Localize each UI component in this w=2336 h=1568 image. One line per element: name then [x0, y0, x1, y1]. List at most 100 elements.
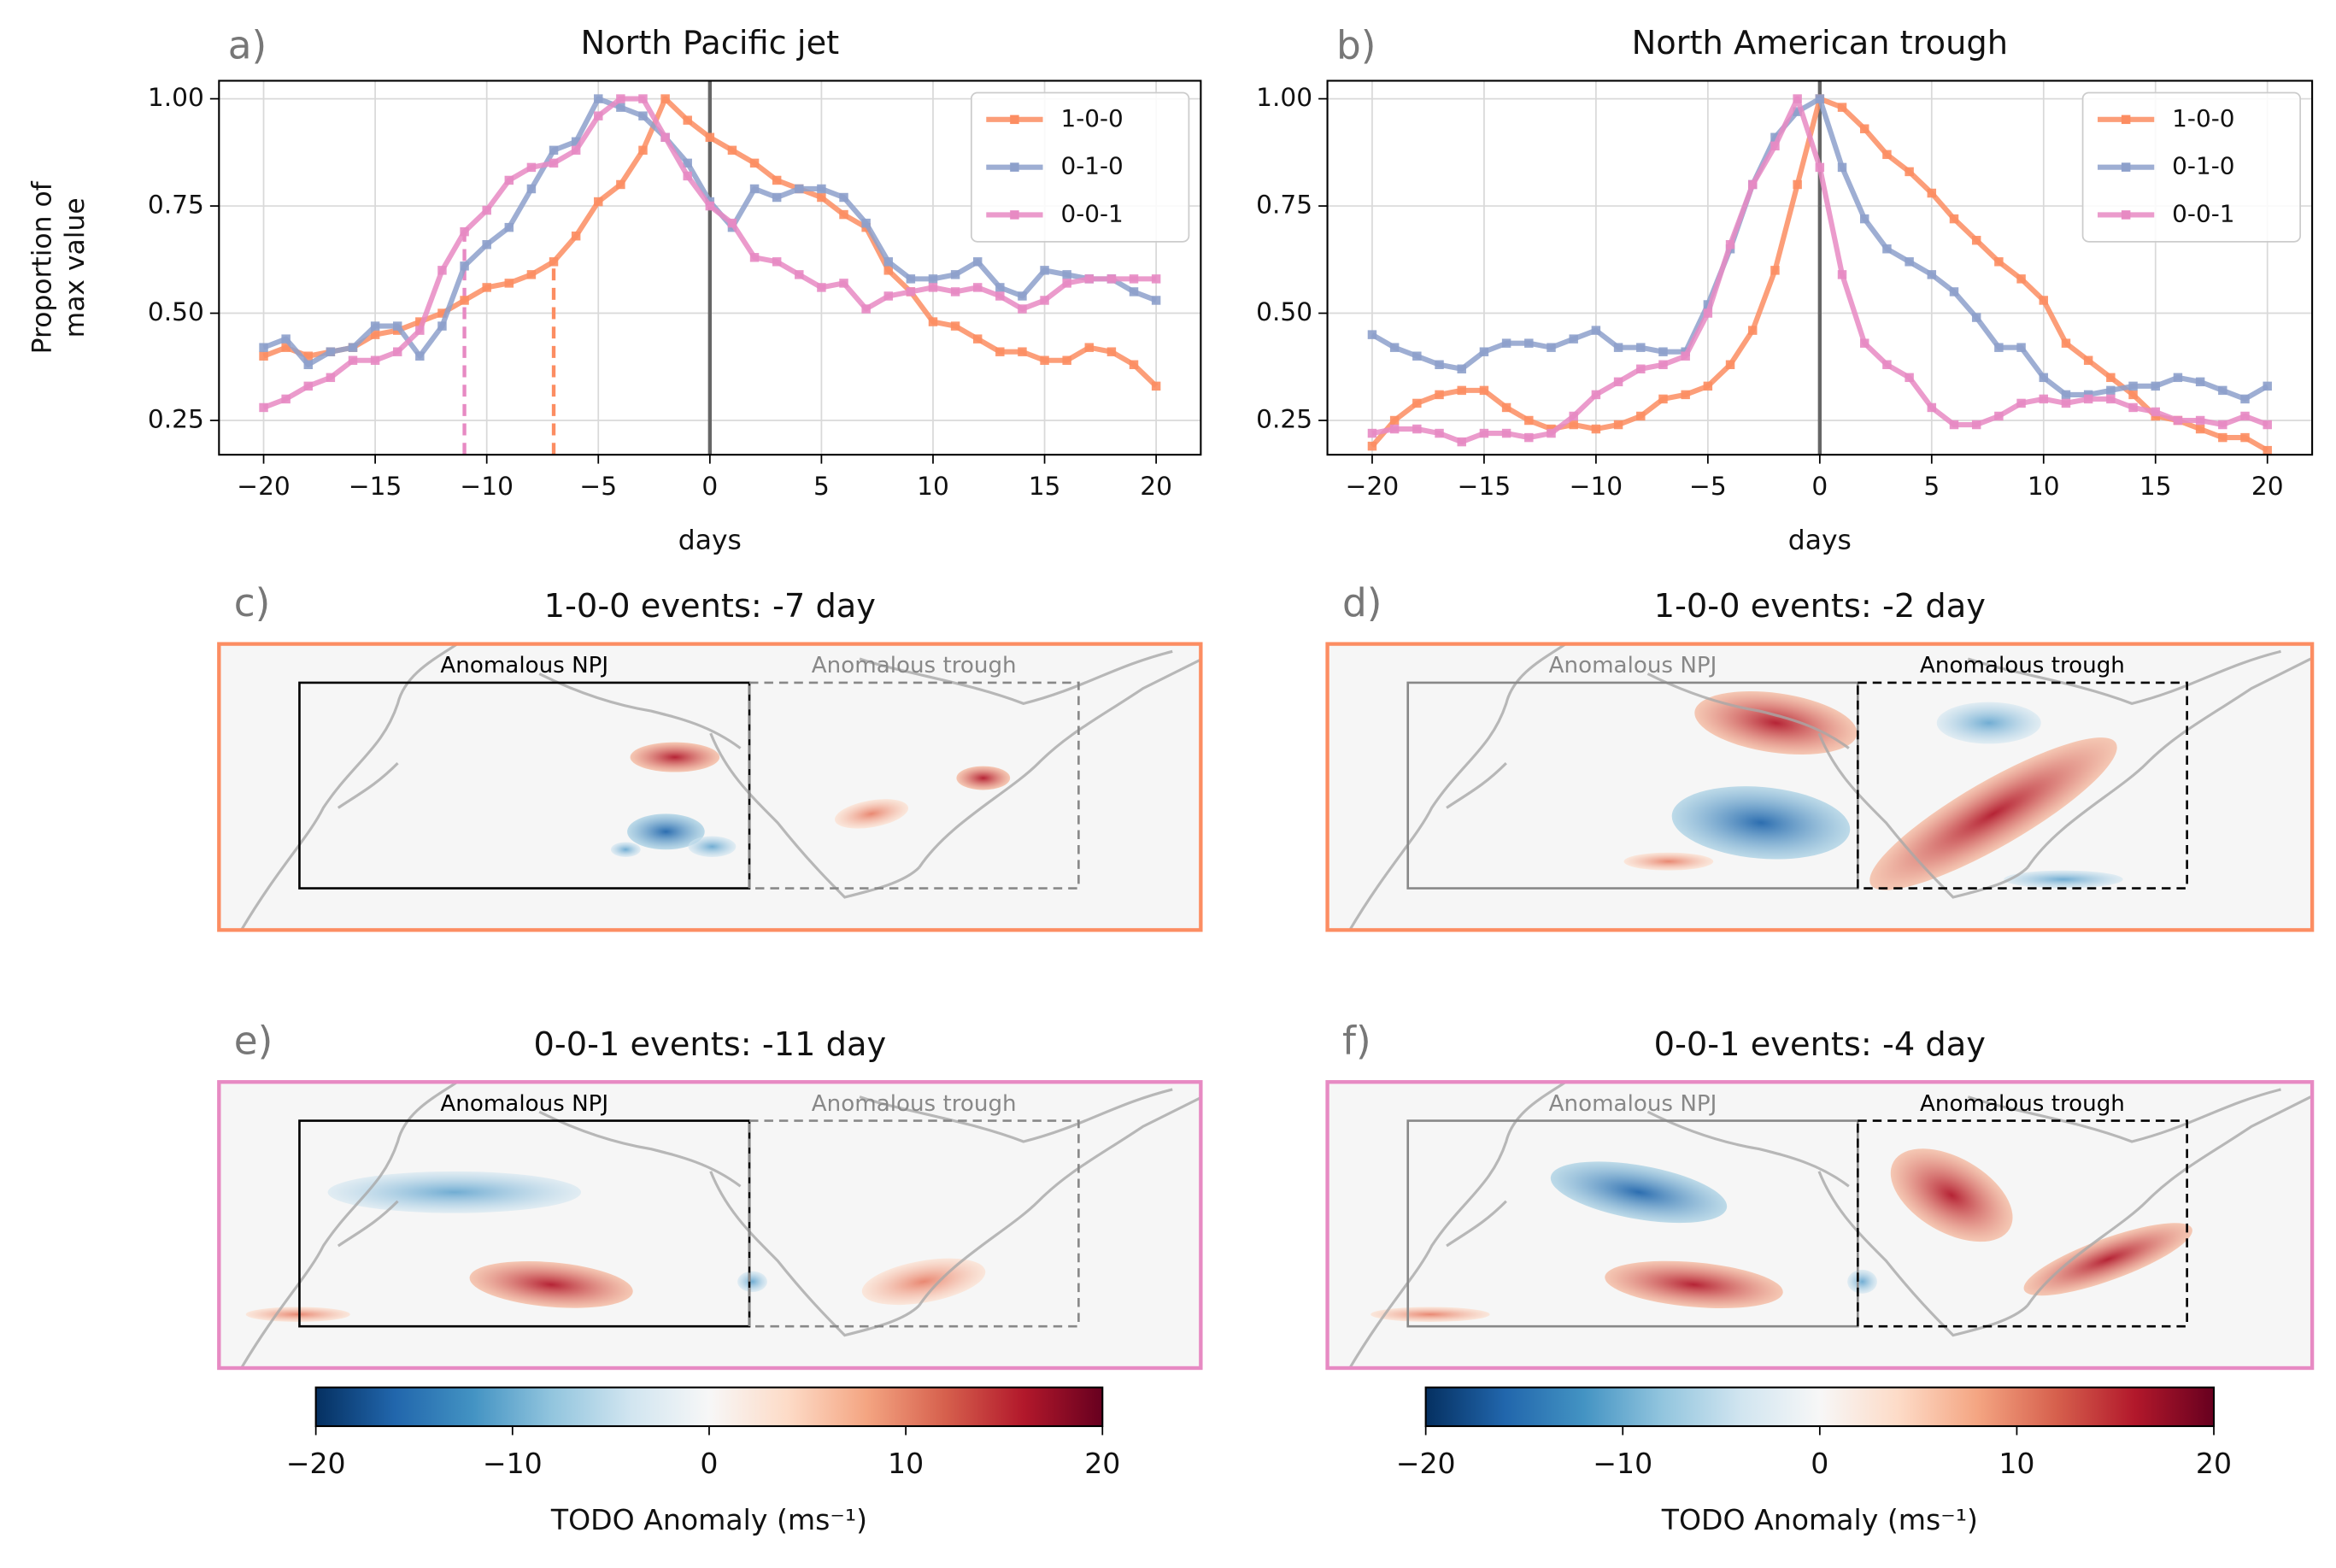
- marker: [1389, 424, 1400, 434]
- marker: [1501, 428, 1511, 438]
- marker: [1367, 330, 1377, 339]
- x-tick-label: 0: [1811, 471, 1828, 501]
- legend-marker: [2121, 162, 2131, 172]
- coastline: [1817, 1171, 2029, 1337]
- x-tick-label: 5: [1923, 471, 1940, 501]
- panel-label: f): [1342, 1018, 1371, 1063]
- coastline: [1446, 1200, 1507, 1248]
- anomaly: [1671, 786, 1851, 860]
- marker: [727, 145, 737, 156]
- legend-marker: [1010, 162, 1019, 172]
- x-tick-label: −10: [1570, 471, 1623, 501]
- marker: [1882, 360, 1892, 369]
- marker: [392, 321, 402, 331]
- marker: [772, 175, 782, 185]
- marker: [1151, 274, 1161, 284]
- marker: [817, 184, 826, 194]
- marker: [683, 171, 692, 181]
- marker: [1927, 270, 1937, 279]
- marker: [1129, 274, 1139, 284]
- region-label: Anomalous NPJ: [440, 653, 608, 678]
- marker: [1748, 179, 1758, 190]
- marker: [348, 355, 358, 365]
- marker: [437, 266, 447, 275]
- marker: [683, 115, 692, 125]
- marker: [883, 266, 893, 275]
- marker: [1994, 343, 2004, 352]
- region-box: [298, 681, 751, 890]
- marker: [504, 222, 514, 232]
- legend-label: 0-1-0: [1060, 152, 1123, 180]
- anomaly: [627, 813, 705, 850]
- chart-title: North American trough: [1632, 24, 2008, 62]
- marker: [772, 192, 782, 203]
- y-tick-label: 0.50: [1256, 297, 1312, 326]
- coastline: [240, 1082, 459, 1368]
- marker: [281, 343, 291, 352]
- y-tick-label: 0.25: [148, 404, 204, 434]
- marker: [928, 274, 938, 284]
- marker: [526, 162, 537, 173]
- panel-label: e): [234, 1018, 273, 1063]
- marker: [2151, 407, 2160, 417]
- legend-marker: [1010, 115, 1019, 125]
- x-axis-label: days: [678, 525, 742, 555]
- coastline: [859, 1088, 1173, 1143]
- marker: [1435, 390, 1444, 400]
- anomaly: [327, 1171, 582, 1213]
- colorbar: [314, 1386, 1104, 1428]
- axes-frame: [1326, 79, 2314, 456]
- region-label: Anomalous trough: [812, 653, 1017, 678]
- marker: [2106, 373, 2116, 383]
- marker: [2263, 445, 2272, 455]
- marker: [504, 279, 514, 288]
- x-tick-label: 10: [888, 1447, 924, 1480]
- marker: [1547, 428, 1556, 438]
- marker: [1905, 167, 1914, 177]
- marker: [1501, 402, 1511, 413]
- marker: [1412, 351, 1422, 361]
- marker: [906, 287, 916, 297]
- marker: [1636, 364, 1646, 374]
- marker: [1681, 351, 1690, 361]
- marker: [1435, 428, 1444, 438]
- x-tick-label: 20: [1084, 1447, 1120, 1480]
- region-box: [748, 681, 1080, 890]
- panel-label: b): [1336, 23, 1376, 68]
- marker: [2218, 385, 2227, 396]
- marker: [1389, 415, 1400, 426]
- marker: [2128, 402, 2138, 413]
- marker: [482, 240, 491, 250]
- marker: [1457, 364, 1466, 374]
- marker: [2128, 390, 2138, 400]
- coastline: [1967, 1088, 2281, 1143]
- marker: [1905, 257, 1914, 267]
- marker: [415, 317, 425, 326]
- legend-label: 0-1-0: [2172, 152, 2234, 180]
- marker: [972, 334, 983, 344]
- marker: [549, 257, 559, 267]
- marker: [437, 308, 447, 318]
- legend-marker: [2121, 115, 2131, 125]
- anomaly: [245, 1307, 350, 1322]
- marker: [1435, 360, 1444, 369]
- coastline: [1646, 1110, 1850, 1188]
- map-background: [1327, 1082, 2313, 1368]
- marker: [1815, 162, 1825, 173]
- marker: [683, 158, 692, 168]
- x-tick-label: −10: [460, 471, 514, 501]
- marker: [482, 205, 491, 215]
- marker: [2083, 355, 2093, 365]
- legend-box: [2081, 91, 2302, 243]
- marker: [705, 132, 715, 142]
- x-tick-label: 10: [1999, 1447, 2034, 1480]
- map-area: [219, 1082, 1201, 1368]
- y-tick-label: 0.25: [1256, 404, 1312, 434]
- marker: [1658, 347, 1668, 356]
- marker: [1905, 373, 1914, 383]
- marker: [861, 218, 871, 228]
- x-tick-label: 0: [1811, 1447, 1828, 1480]
- marker: [972, 257, 983, 267]
- marker: [1524, 415, 1534, 426]
- anomaly: [630, 742, 720, 772]
